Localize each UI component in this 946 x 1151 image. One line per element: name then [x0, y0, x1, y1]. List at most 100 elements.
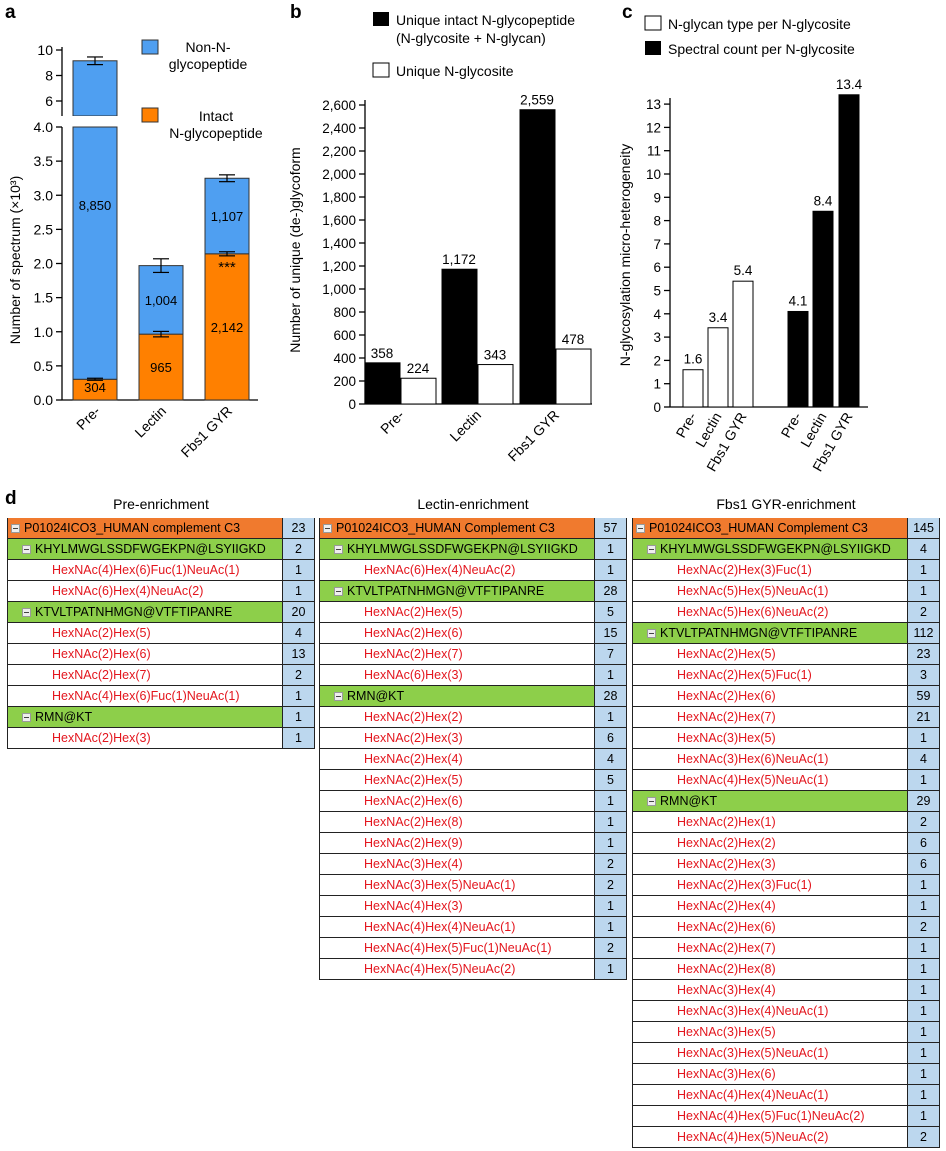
row-count: 2	[282, 539, 314, 559]
glycosite-row[interactable]: KHYLMWGLSSDFWGEKPN@LSYIIGKD 1	[319, 539, 627, 560]
row-count: 2	[594, 875, 626, 895]
value-label: 13.4	[836, 77, 863, 92]
row-count: 2	[282, 665, 314, 685]
row-label-cell: HexNAc(3)Hex(5)NeuAc(1)	[320, 875, 594, 895]
collapse-icon[interactable]	[334, 544, 343, 554]
row-label-cell: P01024ICO3_HUMAN Complement C3	[320, 518, 594, 538]
row-label: P01024ICO3_HUMAN Complement C3	[649, 521, 868, 535]
collapse-icon[interactable]	[647, 544, 656, 554]
y-tick-label: 2	[653, 353, 661, 368]
row-label: HexNAc(2)Hex(2)	[364, 710, 463, 724]
collapse-icon[interactable]	[22, 712, 31, 722]
glycosite-row[interactable]: KTVLTPATNHMGN@VTFTIPANRE 28	[319, 581, 627, 602]
glycosite-row[interactable]: RMN@KT 29	[632, 791, 940, 812]
collapse-icon[interactable]	[647, 628, 656, 638]
row-label-cell: HexNAc(2)Hex(5)	[320, 602, 594, 622]
row-label: RMN@KT	[347, 689, 405, 703]
protein-row[interactable]: P01024ICO3_HUMAN Complement C3 57	[319, 518, 627, 539]
table-fbs1-enrichment: Fbs1 GYR-enrichment P01024ICO3_HUMAN Comp…	[632, 496, 940, 1148]
glycan-row: HexNAc(2)Hex(8) 1	[319, 812, 627, 833]
row-count: 2	[907, 812, 939, 832]
row-count: 1	[907, 896, 939, 916]
protein-row[interactable]: P01024ICO3_HUMAN Complement C3 145	[632, 518, 940, 539]
y-tick-label: 2,400	[322, 121, 356, 136]
row-count: 4	[907, 539, 939, 559]
glycosite-row[interactable]: KTVLTPATNHMGN@VTFTIPANRE 20	[7, 602, 315, 623]
row-count: 1	[594, 959, 626, 979]
glycan-row: HexNAc(2)Hex(1) 2	[632, 812, 940, 833]
row-count: 1	[907, 875, 939, 895]
row-count: 5	[594, 602, 626, 622]
glycosite-row[interactable]: KHYLMWGLSSDFWGEKPN@LSYIIGKD 4	[632, 539, 940, 560]
value-label: 2,559	[520, 93, 554, 108]
collapse-icon[interactable]	[647, 796, 656, 806]
row-label-cell: HexNAc(2)Hex(4)	[633, 896, 907, 916]
row-count: 1	[907, 770, 939, 790]
row-label: RMN@KT	[35, 710, 93, 724]
row-label: HexNAc(2)Hex(5)Fuc(1)	[677, 668, 812, 682]
glycosite-row[interactable]: KTVLTPATNHMGN@VTFTIPANRE 112	[632, 623, 940, 644]
value-label: 343	[484, 348, 507, 363]
row-count: 13	[282, 644, 314, 664]
bar-spectral-count	[838, 94, 860, 408]
row-label-cell: KTVLTPATNHMGN@VTFTIPANRE	[8, 602, 282, 622]
legend-label: N-glycan type per N-glycosite	[668, 16, 851, 32]
glycosite-row[interactable]: RMN@KT 28	[319, 686, 627, 707]
glycan-row: HexNAc(2)Hex(7) 21	[632, 707, 940, 728]
collapse-icon[interactable]	[334, 586, 343, 596]
row-label-cell: HexNAc(4)Hex(5)NeuAc(1)	[633, 770, 907, 790]
row-label: HexNAc(2)Hex(5)	[364, 605, 463, 619]
row-label: HexNAc(6)Hex(4)NeuAc(2)	[364, 563, 516, 577]
panel-label-c: c	[622, 2, 633, 23]
y-tick-label: 200	[333, 374, 356, 389]
glycan-row: HexNAc(4)Hex(5)Fuc(1)NeuAc(1) 2	[319, 938, 627, 959]
glycan-row: HexNAc(2)Hex(8) 1	[632, 959, 940, 980]
y-tick-label: 8	[653, 214, 661, 229]
y-tick-label: 13	[646, 97, 661, 112]
y-tick-label: 0	[348, 397, 356, 412]
collapse-icon[interactable]	[22, 544, 31, 554]
row-label: HexNAc(4)Hex(5)NeuAc(2)	[677, 1130, 829, 1144]
glycan-row: HexNAc(2)Hex(3)Fuc(1) 1	[632, 875, 940, 896]
row-label: HexNAc(2)Hex(6)	[677, 689, 776, 703]
row-count: 4	[282, 623, 314, 643]
row-count: 7	[594, 644, 626, 664]
legend-swatch-glycosite	[372, 62, 390, 78]
row-label-cell: RMN@KT	[633, 791, 907, 811]
row-label-cell: HexNAc(4)Hex(5)NeuAc(2)	[633, 1127, 907, 1147]
row-count: 28	[594, 581, 626, 601]
row-count: 2	[907, 1127, 939, 1147]
row-label-cell: HexNAc(2)Hex(2)	[633, 833, 907, 853]
value-label: 358	[371, 346, 394, 361]
row-label: HexNAc(3)Hex(5)NeuAc(1)	[364, 878, 516, 892]
collapse-icon[interactable]	[334, 691, 343, 701]
collapse-icon[interactable]	[636, 523, 645, 533]
row-label: HexNAc(2)Hex(5)	[364, 773, 463, 787]
y-tick-label: 1,200	[322, 259, 356, 274]
glycosite-row[interactable]: RMN@KT 1	[7, 707, 315, 728]
row-count: 1	[907, 1001, 939, 1021]
row-count: 1	[594, 896, 626, 916]
row-label: HexNAc(3)Hex(4)NeuAc(1)	[677, 1004, 829, 1018]
row-count: 1	[594, 539, 626, 559]
value-label: 478	[562, 332, 585, 347]
row-count: 6	[907, 854, 939, 874]
row-label: KTVLTPATNHMGN@VTFTIPANRE	[35, 605, 233, 619]
bar-non-n-upper	[72, 60, 118, 117]
row-label-cell: HexNAc(2)Hex(3)	[320, 728, 594, 748]
glycosite-row[interactable]: KHYLMWGLSSDFWGEKPN@LSYIIGKD 2	[7, 539, 315, 560]
row-count: 1	[907, 560, 939, 580]
row-label-cell: HexNAc(2)Hex(7)	[633, 938, 907, 958]
row-label: HexNAc(4)Hex(3)	[364, 899, 463, 913]
collapse-icon[interactable]	[323, 523, 332, 533]
row-label-cell: HexNAc(2)Hex(5)	[633, 644, 907, 664]
row-label-cell: HexNAc(3)Hex(5)	[633, 1022, 907, 1042]
y-tick-label: 1.5	[34, 290, 54, 306]
protein-row[interactable]: P01024ICO3_HUMAN complement C3 23	[7, 518, 315, 539]
row-label-cell: KTVLTPATNHMGN@VTFTIPANRE	[320, 581, 594, 601]
collapse-icon[interactable]	[22, 607, 31, 617]
row-label: HexNAc(5)Hex(6)NeuAc(2)	[677, 605, 829, 619]
glycan-row: HexNAc(2)Hex(6) 59	[632, 686, 940, 707]
collapse-icon[interactable]	[11, 523, 20, 533]
